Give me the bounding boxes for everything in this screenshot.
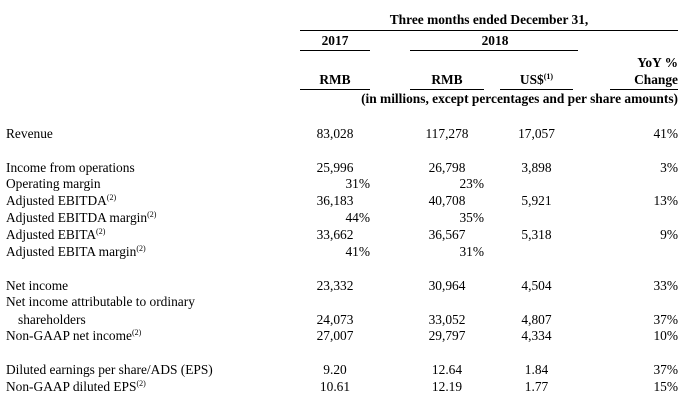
header-divider-top: [300, 30, 678, 31]
cell-yoy: 13%: [653, 193, 678, 208]
row-label: Adjusted EBITA margin(2): [6, 244, 146, 259]
cell-v2017: 9.20: [323, 362, 347, 377]
cell-usd: 17,057: [518, 126, 555, 141]
cell-v2018: 26,798: [428, 160, 466, 175]
year-2018-header: 2018: [481, 33, 509, 48]
cell-yoy: 9%: [660, 227, 678, 242]
cell-yoy: 41%: [653, 126, 678, 141]
yoy-underline: [610, 89, 678, 90]
row-label: Net income attributable to ordinary: [6, 294, 195, 309]
row-label: Adjusted EBITA(2): [6, 227, 106, 242]
cell-yoy: 15%: [653, 379, 678, 394]
cell-v2017: 33,662: [316, 227, 354, 242]
cell-yoy: 37%: [653, 362, 678, 377]
row-label: Operating margin: [6, 176, 101, 191]
row-label: Adjusted EBITDA(2): [6, 193, 117, 208]
cell-v2017: 41%: [345, 244, 370, 259]
year-2017-underline: [300, 50, 370, 51]
rmb-2017-underline: [300, 89, 370, 90]
yoy-header-line1: YoY %: [637, 55, 678, 70]
cell-v2017: 83,028: [316, 126, 354, 141]
cell-v2017: 10.61: [319, 379, 351, 394]
cell-v2018: 33,052: [428, 312, 466, 327]
currency-rmb-2018: RMB: [431, 72, 463, 87]
cell-usd: 4,334: [521, 328, 552, 343]
row-label: Adjusted EBITDA margin(2): [6, 210, 157, 225]
cell-usd: 4,504: [521, 278, 552, 293]
cell-v2018: 23%: [459, 176, 484, 191]
cell-v2018: 117,278: [425, 126, 469, 141]
cell-v2018: 29,797: [428, 328, 466, 343]
cell-v2017: 23,332: [316, 278, 354, 293]
year-2018-underline: [410, 50, 578, 51]
row-label: Non-GAAP diluted EPS(2): [6, 379, 146, 394]
cell-v2017: 44%: [345, 210, 370, 225]
cell-v2018: 35%: [459, 210, 484, 225]
units-note: (in millions, except percentages and per…: [361, 91, 678, 106]
cell-yoy: 3%: [660, 160, 678, 175]
row-label: shareholders: [18, 312, 86, 327]
year-2017-header: 2017: [321, 33, 349, 48]
cell-v2018: 30,964: [428, 278, 466, 293]
period-title: Three months ended December 31,: [389, 12, 589, 27]
yoy-header-line2: Change: [634, 72, 678, 87]
cell-usd: 5,921: [521, 193, 552, 208]
cell-v2018: 40,708: [428, 193, 466, 208]
cell-usd: 4,807: [521, 312, 552, 327]
cell-yoy: 37%: [653, 312, 678, 327]
cell-usd: 3,898: [521, 160, 552, 175]
currency-rmb-2017: RMB: [319, 72, 351, 87]
row-label: Revenue: [6, 126, 53, 141]
row-label: Diluted earnings per share/ADS (EPS): [6, 362, 213, 377]
rmb-2018-underline: [410, 89, 484, 90]
cell-v2018: 12.64: [431, 362, 463, 377]
cell-v2017: 27,007: [316, 328, 354, 343]
row-label: Non-GAAP net income(2): [6, 328, 142, 343]
cell-usd: 1.77: [524, 379, 549, 394]
usd-underline: [500, 89, 573, 90]
cell-v2017: 25,996: [316, 160, 354, 175]
cell-v2017: 36,183: [316, 193, 354, 208]
cell-yoy: 33%: [653, 278, 678, 293]
row-label: Net income: [6, 278, 69, 293]
cell-usd: 1.84: [524, 362, 549, 377]
cell-v2018: 12.19: [431, 379, 463, 394]
currency-usd-2018: US$(1): [519, 72, 554, 87]
cell-yoy: 10%: [653, 328, 678, 343]
row-label: Income from operations: [6, 160, 135, 175]
cell-usd: 5,318: [521, 227, 552, 242]
cell-v2017: 31%: [345, 176, 370, 191]
cell-v2018: 36,567: [428, 227, 466, 242]
cell-v2018: 31%: [459, 244, 484, 259]
cell-v2017: 24,073: [316, 312, 354, 327]
